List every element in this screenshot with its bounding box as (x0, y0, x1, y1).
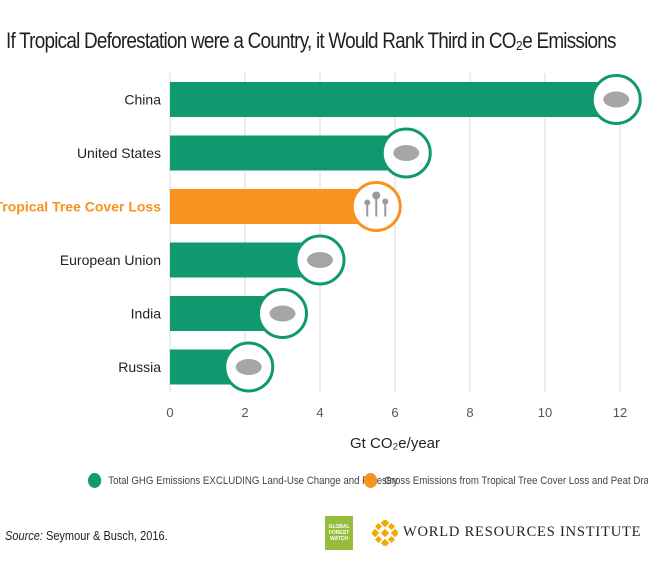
bar-end-badge (223, 341, 275, 393)
source-label: Source: (5, 529, 43, 543)
bar-end-badge (350, 181, 402, 232)
x-tick-label: 12 (613, 405, 627, 420)
legend-item-countries: Total GHG Emissions EXCLUDING Land-Use C… (88, 473, 398, 488)
bar-end-badge (257, 288, 308, 339)
wri-logo-icon (372, 520, 398, 546)
gfw-logo-line: WATCH (330, 536, 348, 542)
country-map-icon (235, 359, 262, 375)
country-map-icon (307, 252, 333, 268)
bar (170, 189, 377, 224)
bar-end-badge (380, 127, 432, 179)
x-tick-label: 8 (466, 405, 473, 420)
global-forest-watch-logo: GLOBAL FOREST WATCH (325, 516, 353, 550)
tree-trunk (366, 204, 369, 217)
category-label: China (124, 92, 161, 108)
country-map-icon (603, 91, 630, 108)
x-tick-label: 0 (166, 405, 173, 420)
bar (170, 82, 617, 117)
bar-chart: 0 2 4 6 8 10 12 Gt CO₂e/year China United States T… (0, 73, 642, 452)
category-label: United States (77, 145, 161, 161)
chart-title: If Tropical Deforestation were a Country… (6, 28, 617, 53)
category-label: European Union (60, 252, 161, 268)
source-note: Source: Seymour & Busch, 2016. (5, 529, 168, 543)
x-tick-label: 2 (241, 405, 248, 420)
tree-crown (382, 198, 389, 205)
bar-end-badge (294, 234, 346, 286)
tree-crown (364, 199, 371, 206)
wri-logo-text: WORLD RESOURCES INSTITUTE (403, 524, 642, 540)
x-tick-label: 10 (538, 405, 552, 420)
category-label: Russia (118, 359, 161, 375)
legend-label-countries: Total GHG Emissions EXCLUDING Land-Use C… (108, 474, 398, 487)
tree-trunk (375, 198, 378, 217)
tree-trunk (384, 203, 387, 217)
bar-end-badge (590, 74, 642, 125)
x-axis-label: Gt CO₂e/year (350, 435, 440, 452)
x-tick-label: 6 (391, 405, 398, 420)
legend-item-tropical: Gross Emissions from Tropical Tree Cover… (364, 473, 648, 488)
bar (170, 135, 407, 171)
gfw-logo-line: FOREST (328, 530, 350, 536)
category-label: Tropical Tree Cover Loss (0, 199, 161, 215)
legend-swatch-tropical (364, 473, 378, 488)
legend-swatch-countries (88, 473, 102, 488)
category-label: India (131, 306, 162, 322)
gfw-logo-line: GLOBAL (328, 524, 350, 530)
tree-icon (364, 191, 389, 217)
country-map-icon (393, 145, 420, 161)
legend-label-tropical: Gross Emissions from Tropical Tree Cover… (384, 474, 648, 487)
tree-crown (372, 191, 381, 200)
source-citation: Seymour & Busch, 2016. (42, 529, 168, 543)
country-map-icon (269, 305, 296, 322)
x-tick-label: 4 (316, 405, 323, 420)
